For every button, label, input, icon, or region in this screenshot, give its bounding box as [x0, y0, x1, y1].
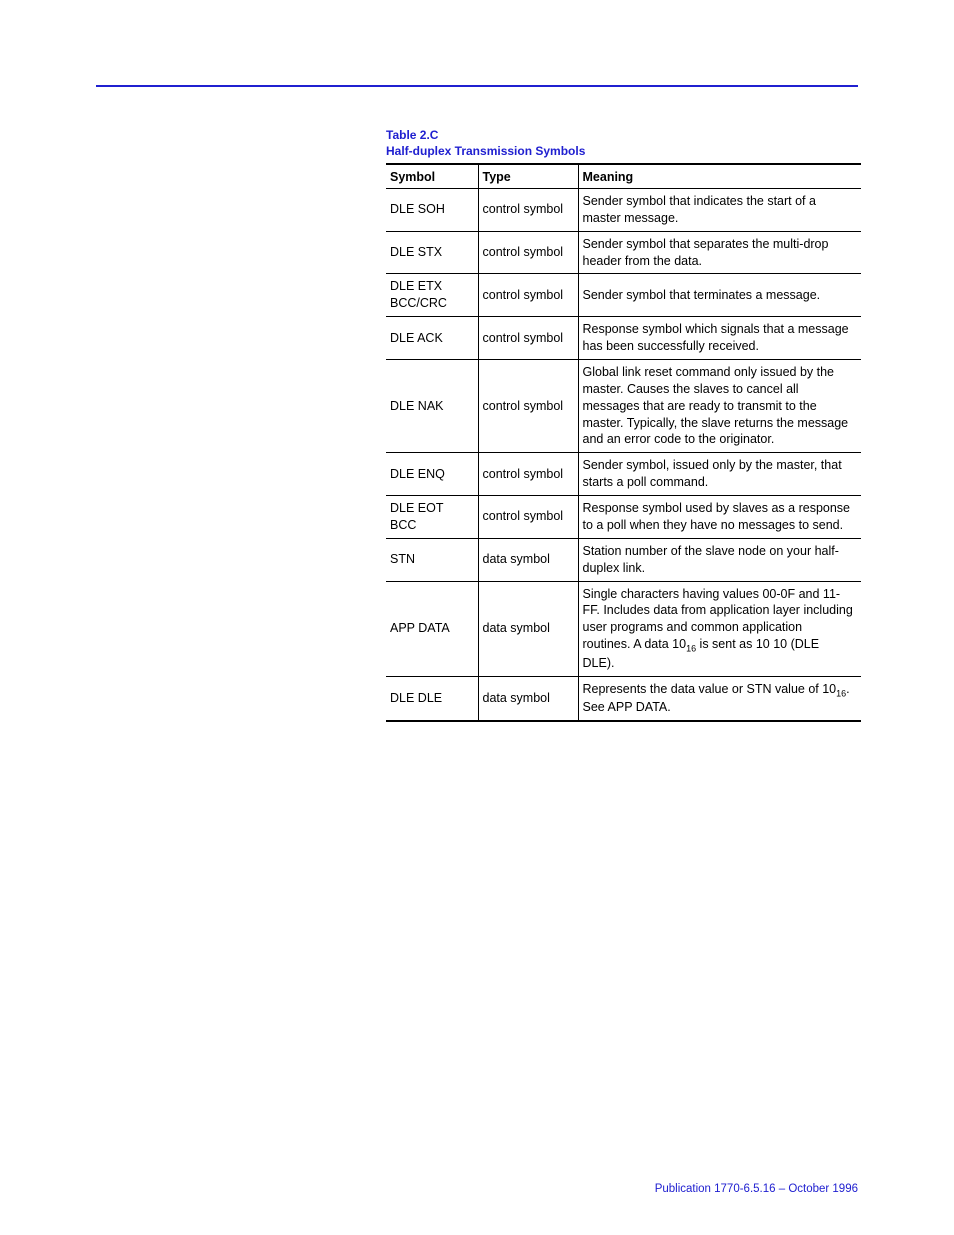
cell-type: data symbol [478, 676, 578, 721]
cell-symbol: DLE ACK [386, 317, 478, 360]
cell-symbol: DLE NAK [386, 359, 478, 452]
table-row: STN data symbol Station number of the sl… [386, 538, 861, 581]
cell-type: control symbol [478, 359, 578, 452]
cell-symbol: DLE EOT BCC [386, 496, 478, 539]
cell-meaning: Represents the data value or STN value o… [578, 676, 861, 721]
cell-type: control symbol [478, 453, 578, 496]
table-row: APP DATA data symbol Single characters h… [386, 581, 861, 676]
cell-meaning: Sender symbol that separates the multi-d… [578, 231, 861, 274]
meaning-sub: 16 [686, 644, 696, 654]
meaning-sub: 16 [836, 688, 846, 698]
cell-meaning: Sender symbol, issued only by the master… [578, 453, 861, 496]
table-row: DLE ETX BCC/CRC control symbol Sender sy… [386, 274, 861, 317]
table-row: DLE NAK control symbol Global link reset… [386, 359, 861, 452]
symbols-table: Symbol Type Meaning DLE SOH control symb… [386, 163, 861, 722]
table-body: DLE SOH control symbol Sender symbol tha… [386, 188, 861, 721]
table-row: DLE EOT BCC control symbol Response symb… [386, 496, 861, 539]
table-caption: Table 2.C Half-duplex Transmission Symbo… [386, 127, 861, 159]
cell-symbol: DLE SOH [386, 188, 478, 231]
table-row: DLE ACK control symbol Response symbol w… [386, 317, 861, 360]
header-type: Type [478, 164, 578, 188]
cell-symbol: STN [386, 538, 478, 581]
cell-symbol: DLE ENQ [386, 453, 478, 496]
cell-symbol: APP DATA [386, 581, 478, 676]
cell-meaning: Station number of the slave node on your… [578, 538, 861, 581]
footer-publication: Publication 1770-6.5.16 – October 1996 [655, 1183, 858, 1195]
cell-meaning: Single characters having values 00-0F an… [578, 581, 861, 676]
content-area: Table 2.C Half-duplex Transmission Symbo… [386, 127, 861, 722]
cell-meaning: Response symbol which signals that a mes… [578, 317, 861, 360]
cell-meaning: Global link reset command only issued by… [578, 359, 861, 452]
caption-line-1: Table 2.C [386, 127, 861, 143]
cell-type: control symbol [478, 317, 578, 360]
header-meaning: Meaning [578, 164, 861, 188]
cell-symbol: DLE STX [386, 231, 478, 274]
cell-type: data symbol [478, 538, 578, 581]
header-symbol: Symbol [386, 164, 478, 188]
cell-type: control symbol [478, 274, 578, 317]
cell-type: control symbol [478, 188, 578, 231]
table-row: DLE SOH control symbol Sender symbol tha… [386, 188, 861, 231]
meaning-pre: Represents the data value or STN value o… [583, 682, 837, 696]
cell-meaning: Sender symbol that indicates the start o… [578, 188, 861, 231]
page-container: Table 2.C Half-duplex Transmission Symbo… [0, 0, 954, 1235]
table-row: DLE ENQ control symbol Sender symbol, is… [386, 453, 861, 496]
cell-symbol: DLE DLE [386, 676, 478, 721]
cell-meaning: Sender symbol that terminates a message. [578, 274, 861, 317]
table-header-row: Symbol Type Meaning [386, 164, 861, 188]
cell-type: control symbol [478, 231, 578, 274]
cell-symbol: DLE ETX BCC/CRC [386, 274, 478, 317]
caption-line-2: Half-duplex Transmission Symbols [386, 143, 861, 159]
cell-meaning: Response symbol used by slaves as a resp… [578, 496, 861, 539]
table-row: DLE STX control symbol Sender symbol tha… [386, 231, 861, 274]
top-rule [96, 85, 858, 87]
table-row: DLE DLE data symbol Represents the data … [386, 676, 861, 721]
cell-type: data symbol [478, 581, 578, 676]
cell-type: control symbol [478, 496, 578, 539]
